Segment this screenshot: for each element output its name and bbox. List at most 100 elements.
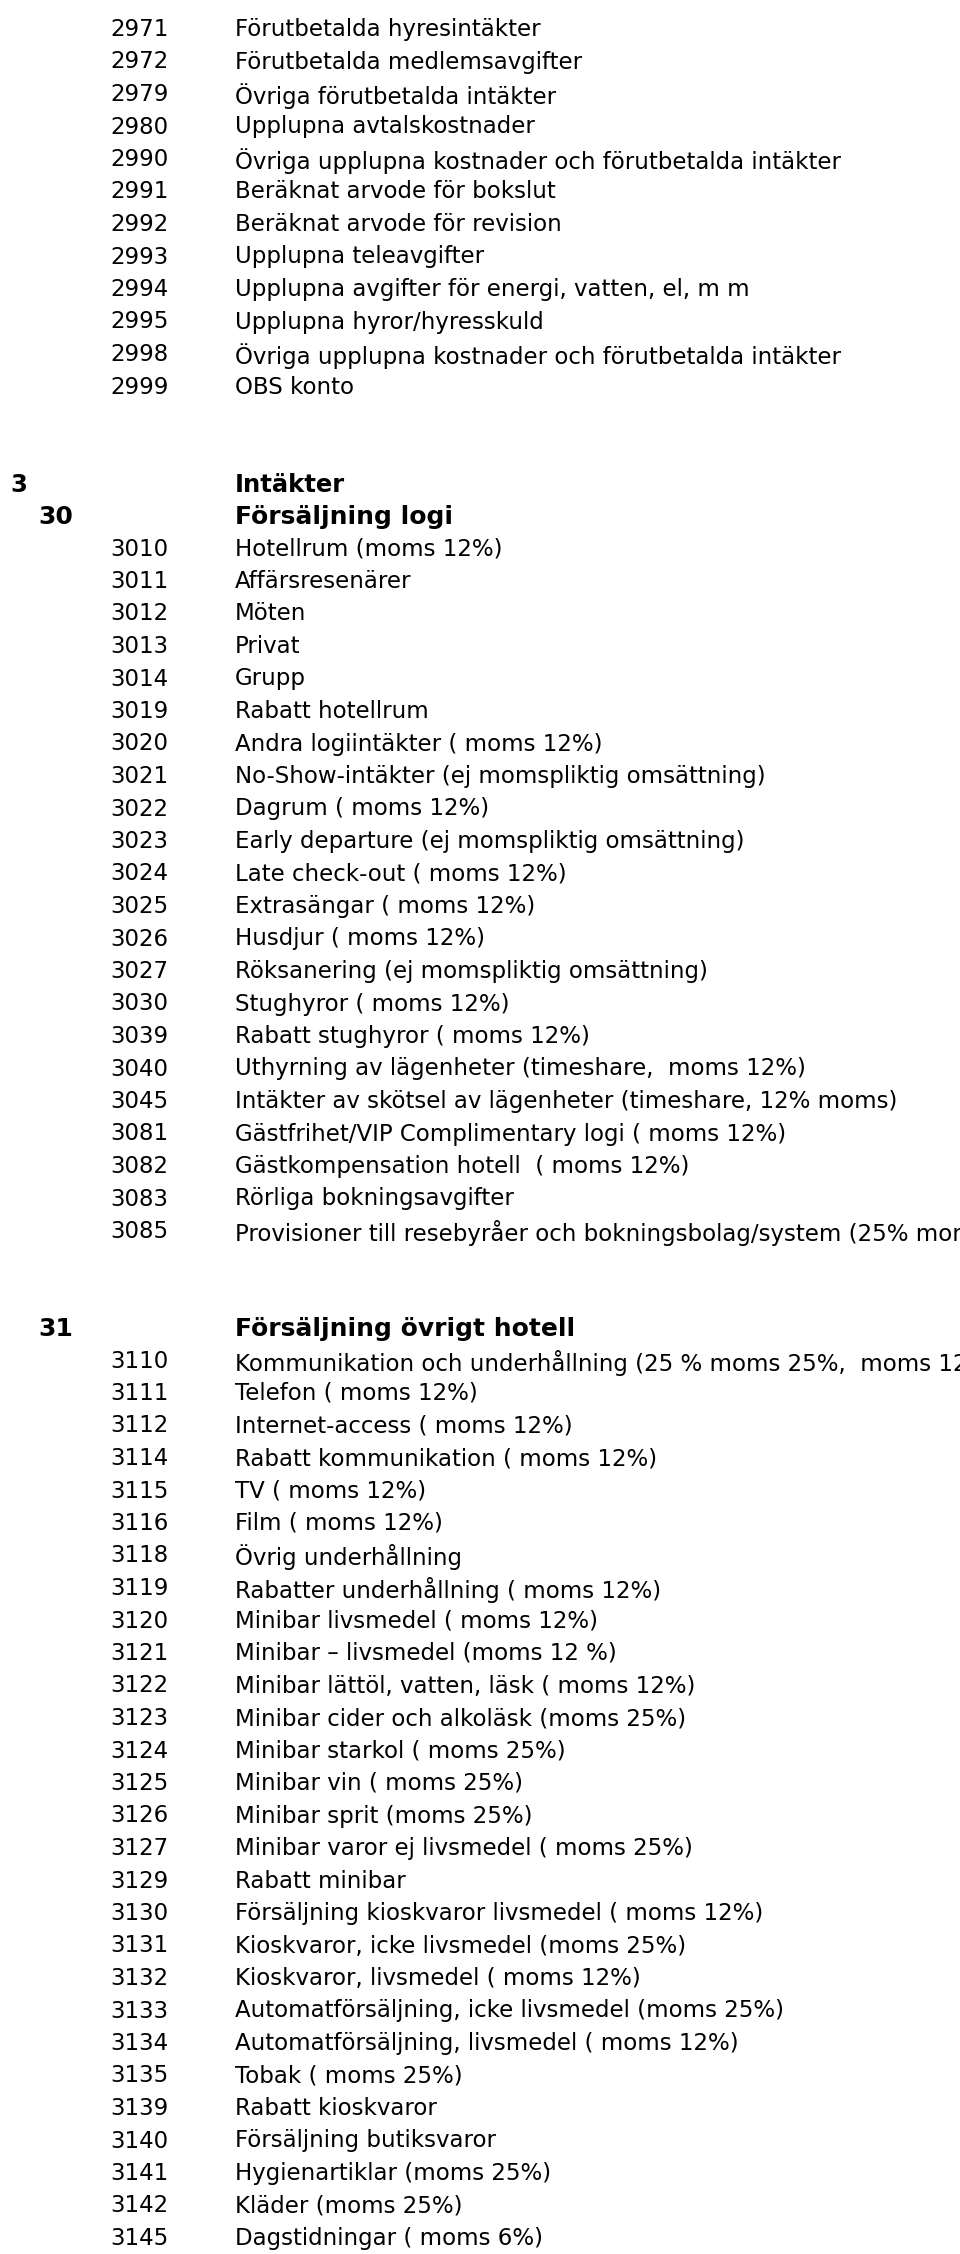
Text: Intäkter av skötsel av lägenheter (timeshare, 12% moms): Intäkter av skötsel av lägenheter (times… — [235, 1091, 898, 1113]
Text: 3141: 3141 — [110, 2162, 168, 2184]
Text: Stughyror ( moms 12%): Stughyror ( moms 12%) — [235, 992, 510, 1017]
Text: Möten: Möten — [235, 602, 306, 627]
Text: 3119: 3119 — [110, 1578, 168, 1600]
Text: 2979: 2979 — [110, 83, 168, 106]
Text: Övriga upplupna kostnader och förutbetalda intäkter: Övriga upplupna kostnader och förutbetal… — [235, 343, 841, 370]
Text: 3123: 3123 — [110, 1706, 168, 1731]
Text: 3085: 3085 — [110, 1219, 168, 1242]
Text: 3011: 3011 — [110, 570, 168, 593]
Text: 3132: 3132 — [110, 1968, 168, 1990]
Text: Upplupna teleavgifter: Upplupna teleavgifter — [235, 246, 484, 268]
Text: 2972: 2972 — [110, 50, 168, 74]
Text: Minibar lättöl, vatten, läsk ( moms 12%): Minibar lättöl, vatten, läsk ( moms 12%) — [235, 1675, 695, 1697]
Text: Försäljning kioskvaror livsmedel ( moms 12%): Försäljning kioskvaror livsmedel ( moms … — [235, 1902, 763, 1925]
Text: 3039: 3039 — [110, 1026, 168, 1048]
Text: Automatförsäljning, icke livsmedel (moms 25%): Automatförsäljning, icke livsmedel (moms… — [235, 1999, 784, 2022]
Text: 3020: 3020 — [110, 733, 168, 755]
Text: Telefon ( moms 12%): Telefon ( moms 12%) — [235, 1382, 478, 1404]
Text: 3030: 3030 — [110, 992, 168, 1017]
Text: Upplupna hyror/hyresskuld: Upplupna hyror/hyresskuld — [235, 311, 543, 334]
Text: Upplupna avgifter för energi, vatten, el, m m: Upplupna avgifter för energi, vatten, el… — [235, 277, 750, 302]
Text: 3111: 3111 — [110, 1382, 168, 1404]
Text: Minibar – livsmedel (moms 12 %): Minibar – livsmedel (moms 12 %) — [235, 1641, 616, 1666]
Text: 30: 30 — [38, 505, 73, 530]
Text: 2990: 2990 — [110, 149, 168, 171]
Text: 3023: 3023 — [110, 829, 168, 852]
Text: Förutbetalda medlemsavgifter: Förutbetalda medlemsavgifter — [235, 50, 582, 74]
Text: 3134: 3134 — [110, 2033, 168, 2056]
Text: Minibar starkol ( moms 25%): Minibar starkol ( moms 25%) — [235, 1740, 565, 1763]
Text: 3122: 3122 — [110, 1675, 168, 1697]
Text: Dagstidningar ( moms 6%): Dagstidningar ( moms 6%) — [235, 2227, 543, 2249]
Text: 3019: 3019 — [110, 701, 168, 724]
Text: 3021: 3021 — [110, 764, 168, 789]
Text: Kioskvaror, livsmedel ( moms 12%): Kioskvaror, livsmedel ( moms 12%) — [235, 1968, 640, 1990]
Text: Beräknat arvode för bokslut: Beräknat arvode för bokslut — [235, 180, 556, 203]
Text: Intäkter: Intäkter — [235, 473, 346, 496]
Text: Försäljning logi: Försäljning logi — [235, 505, 453, 530]
Text: 31: 31 — [38, 1316, 73, 1341]
Text: Dagrum ( moms 12%): Dagrum ( moms 12%) — [235, 798, 490, 820]
Text: Beräknat arvode för revision: Beräknat arvode för revision — [235, 212, 562, 237]
Text: Rörliga bokningsavgifter: Rörliga bokningsavgifter — [235, 1188, 514, 1210]
Text: Upplupna avtalskostnader: Upplupna avtalskostnader — [235, 115, 535, 137]
Text: OBS konto: OBS konto — [235, 376, 354, 399]
Text: Affärsresenärer: Affärsresenärer — [235, 570, 412, 593]
Text: Hotellrum (moms 12%): Hotellrum (moms 12%) — [235, 536, 502, 561]
Text: 3040: 3040 — [110, 1057, 168, 1080]
Text: Rabatt stughyror ( moms 12%): Rabatt stughyror ( moms 12%) — [235, 1026, 589, 1048]
Text: Försäljning övrigt hotell: Försäljning övrigt hotell — [235, 1316, 575, 1341]
Text: 3121: 3121 — [110, 1641, 168, 1666]
Text: Försäljning butiksvaror: Försäljning butiksvaror — [235, 2130, 496, 2153]
Text: 2992: 2992 — [110, 212, 168, 237]
Text: Kioskvaror, icke livsmedel (moms 25%): Kioskvaror, icke livsmedel (moms 25%) — [235, 1934, 686, 1956]
Text: 2971: 2971 — [110, 18, 168, 41]
Text: 3112: 3112 — [110, 1416, 168, 1438]
Text: Röksanering (ej momspliktig omsättning): Röksanering (ej momspliktig omsättning) — [235, 960, 708, 983]
Text: Minibar sprit (moms 25%): Minibar sprit (moms 25%) — [235, 1805, 533, 1828]
Text: Hygienartiklar (moms 25%): Hygienartiklar (moms 25%) — [235, 2162, 551, 2184]
Text: Late check-out ( moms 12%): Late check-out ( moms 12%) — [235, 863, 566, 886]
Text: 3133: 3133 — [110, 1999, 168, 2022]
Text: Uthyrning av lägenheter (timeshare,  moms 12%): Uthyrning av lägenheter (timeshare, moms… — [235, 1057, 805, 1080]
Text: 3045: 3045 — [110, 1091, 168, 1113]
Text: Rabatt kommunikation ( moms 12%): Rabatt kommunikation ( moms 12%) — [235, 1447, 658, 1470]
Text: 3135: 3135 — [110, 2065, 168, 2087]
Text: 3129: 3129 — [110, 1869, 168, 1893]
Text: Gästkompensation hotell  ( moms 12%): Gästkompensation hotell ( moms 12%) — [235, 1154, 689, 1179]
Text: Tobak ( moms 25%): Tobak ( moms 25%) — [235, 2065, 463, 2087]
Text: 3139: 3139 — [110, 2096, 168, 2121]
Text: No-Show-intäkter (ej momspliktig omsättning): No-Show-intäkter (ej momspliktig omsättn… — [235, 764, 766, 789]
Text: Rabatt hotellrum: Rabatt hotellrum — [235, 701, 429, 724]
Text: 3131: 3131 — [110, 1934, 168, 1956]
Text: 3027: 3027 — [110, 960, 168, 983]
Text: Minibar varor ej livsmedel ( moms 25%): Minibar varor ej livsmedel ( moms 25%) — [235, 1837, 693, 1860]
Text: 3083: 3083 — [110, 1188, 168, 1210]
Text: Film ( moms 12%): Film ( moms 12%) — [235, 1512, 443, 1535]
Text: Kommunikation och underhållning (25 % moms 25%,  moms 12%): Kommunikation och underhållning (25 % mo… — [235, 1350, 960, 1375]
Text: Privat: Privat — [235, 636, 300, 658]
Text: 3126: 3126 — [110, 1805, 168, 1828]
Text: 3125: 3125 — [110, 1772, 168, 1794]
Text: Rabatt minibar: Rabatt minibar — [235, 1869, 406, 1893]
Text: 3110: 3110 — [110, 1350, 168, 1373]
Text: 2998: 2998 — [110, 343, 168, 365]
Text: 3120: 3120 — [110, 1609, 168, 1632]
Text: Gästfrihet/VIP Complimentary logi ( moms 12%): Gästfrihet/VIP Complimentary logi ( moms… — [235, 1122, 786, 1145]
Text: 3024: 3024 — [110, 863, 168, 886]
Text: 3081: 3081 — [110, 1122, 168, 1145]
Text: Rabatt kioskvaror: Rabatt kioskvaror — [235, 2096, 437, 2121]
Text: Grupp: Grupp — [235, 667, 306, 690]
Text: Internet-access ( moms 12%): Internet-access ( moms 12%) — [235, 1416, 572, 1438]
Text: 2995: 2995 — [110, 311, 168, 334]
Text: Kläder (moms 25%): Kläder (moms 25%) — [235, 2195, 463, 2218]
Text: Minibar cider och alkoläsk (moms 25%): Minibar cider och alkoläsk (moms 25%) — [235, 1706, 686, 1731]
Text: Förutbetalda hyresintäkter: Förutbetalda hyresintäkter — [235, 18, 540, 41]
Text: Extrasängar ( moms 12%): Extrasängar ( moms 12%) — [235, 895, 536, 917]
Text: 2980: 2980 — [110, 115, 168, 137]
Text: 3: 3 — [10, 473, 27, 496]
Text: Early departure (ej momspliktig omsättning): Early departure (ej momspliktig omsättni… — [235, 829, 745, 852]
Text: 2994: 2994 — [110, 277, 168, 302]
Text: 3012: 3012 — [110, 602, 168, 627]
Text: 3130: 3130 — [110, 1902, 168, 1925]
